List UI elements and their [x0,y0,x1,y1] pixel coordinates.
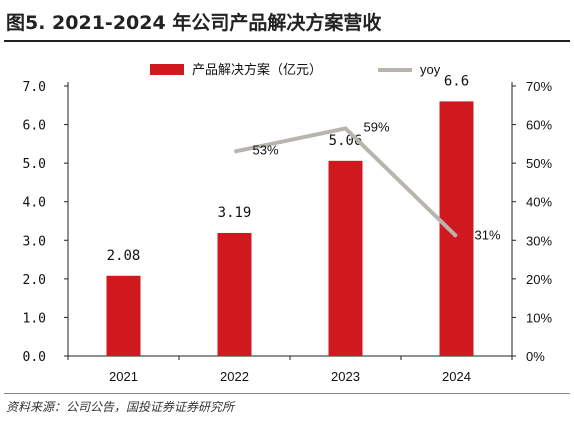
y-left-tick-label: 0.0 [23,350,46,365]
bar-value-label: 3.19 [218,205,252,221]
bar [217,232,252,356]
y-right-tick-label: 20% [526,272,552,287]
y-left-tick-label: 2.0 [23,273,46,288]
bar-value-label: 6.6 [444,73,469,89]
x-tick-label: 2024 [442,369,471,384]
y-left-tick-label: 6.0 [23,119,46,134]
bar [439,101,474,356]
yoy-point [234,151,235,153]
legend-swatch-bar [150,64,184,75]
bar [106,275,141,356]
yoy-point [345,127,346,129]
yoy-value-label: 59% [364,119,390,134]
y-right-tick-label: 40% [526,195,552,210]
x-tick-label: 2021 [109,369,138,384]
bar [328,160,363,356]
legend-label-line: yoy [420,62,441,77]
y-left-tick-label: 4.0 [23,196,46,211]
source-note: 资料来源：公司公告，国投证券证券研究所 [6,400,235,414]
y-right-tick-label: 0% [526,349,545,364]
yoy-value-label: 53% [253,143,279,158]
y-right-tick-label: 30% [526,233,552,248]
y-left-tick-label: 3.0 [23,234,46,249]
y-left-tick-label: 5.0 [23,157,46,172]
y-right-tick-label: 70% [526,79,552,94]
y-left-tick-label: 7.0 [23,80,46,95]
y-left-tick-label: 1.0 [23,311,46,326]
figure-title: 图5. 2021-2024 年公司产品解决方案营收 [6,12,382,34]
y-right-tick-label: 10% [526,310,552,325]
x-tick-label: 2022 [220,369,249,384]
legend-label-bar: 产品解决方案（亿元） [192,62,322,78]
source-rule [4,393,570,394]
y-right-tick-label: 50% [526,156,552,171]
yoy-point [456,235,457,237]
yoy-value-label: 31% [475,227,501,242]
y-right-tick-label: 60% [526,118,552,133]
bar-value-label: 2.08 [107,248,141,264]
x-tick-label: 2023 [331,369,360,384]
title-rule [4,40,570,42]
